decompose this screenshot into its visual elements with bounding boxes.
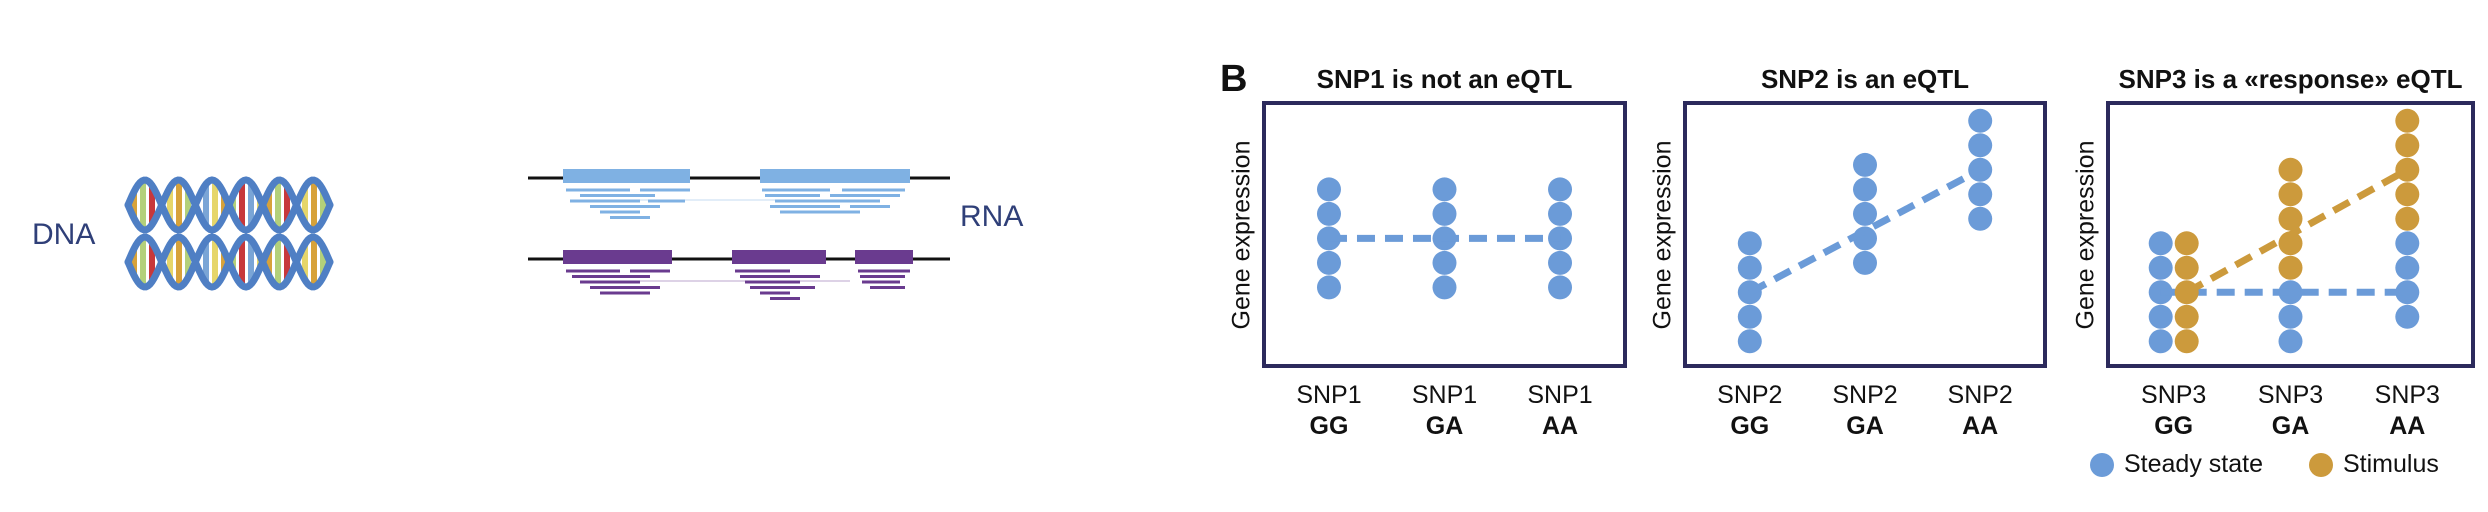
stimulus-point [2174, 255, 2199, 280]
x-tick-label: SNP3 AA [2374, 381, 2440, 440]
steady-point [2278, 304, 2303, 329]
steady-point [1853, 201, 1877, 226]
steady-trend-line [1748, 166, 1982, 296]
rna-transcript-bottom [528, 250, 950, 300]
steady-point [1316, 275, 1341, 300]
x-tick-label: SNP1 AA [1527, 381, 1593, 440]
stimulus-point [2174, 329, 2199, 354]
legend-stimulus-swatch [2308, 452, 2333, 477]
stimulus-point [2395, 133, 2420, 158]
steady-point [1548, 250, 1573, 275]
steady-point [1548, 201, 1573, 226]
steady-point [1737, 304, 1762, 329]
steady-point [1316, 201, 1341, 226]
steady-point [2395, 304, 2420, 329]
y-axis-label: Gene expression [1648, 140, 1677, 330]
steady-point [1737, 231, 1762, 256]
steady-point [1968, 182, 1993, 207]
rna-label: RNA [960, 200, 1024, 233]
dna-helix-2 [124, 233, 334, 291]
steady-point [2395, 231, 2420, 256]
stimulus-point [2395, 206, 2420, 231]
chart-title: SNP2 is an eQTL [1760, 64, 1970, 94]
steady-point [1968, 206, 1993, 231]
steady-point [2148, 255, 2173, 280]
steady-point [2148, 304, 2173, 329]
y-axis-label: Gene expression [2071, 140, 2100, 330]
steady-point [2148, 329, 2173, 354]
legend-steady-swatch [2090, 452, 2114, 477]
exon-block [563, 169, 690, 183]
exon-block [760, 169, 910, 183]
legend: Steady state Stimulus [2090, 450, 2439, 479]
stimulus-point [2278, 182, 2303, 207]
steady-point [1432, 177, 1457, 202]
steady-point [1432, 250, 1457, 275]
y-axis-label: Gene expression [1227, 140, 1256, 330]
legend-stimulus-label: Stimulus [2342, 450, 2439, 478]
steady-point [1316, 250, 1341, 275]
x-tick-label: SNP1 GA [1411, 381, 1478, 440]
chart-title: SNP3 is a «response» eQTL [2118, 64, 2463, 94]
stimulus-point [2174, 304, 2199, 329]
steady-point [1432, 275, 1457, 300]
steady-point [1737, 329, 1762, 354]
steady-point [2278, 329, 2303, 354]
x-tick-label: SNP2 GG [1717, 381, 1783, 440]
steady-point [2395, 255, 2420, 280]
steady-point [1853, 250, 1877, 275]
steady-point [1853, 177, 1877, 202]
steady-point [1432, 201, 1457, 226]
steady-point [1548, 275, 1573, 300]
x-tick-label: SNP2 AA [1947, 381, 2013, 440]
plot-frame [1262, 101, 1627, 368]
steady-point [1316, 177, 1341, 202]
exon-block [855, 250, 913, 264]
dna-helix-1 [124, 176, 334, 234]
x-tick-label: SNP3 GG [2141, 381, 2207, 440]
steady-point [1737, 255, 1762, 280]
x-tick-label: SNP1 GG [1296, 381, 1362, 440]
steady-point [1548, 177, 1573, 202]
steady-point [2395, 280, 2420, 305]
chart-panel-2 [1683, 101, 2047, 368]
stimulus-point [2278, 206, 2303, 231]
stimulus-point [2395, 182, 2420, 207]
steady-point [1853, 152, 1877, 177]
panel-label: B [1220, 58, 1248, 100]
x-tick-label: SNP2 GA [1832, 381, 1898, 440]
legend-steady-label: Steady state [2124, 450, 2263, 478]
exon-block [563, 250, 672, 264]
chart-panel-3 [2106, 101, 2475, 368]
stimulus-point [2395, 157, 2420, 182]
plot-frame [1683, 101, 2047, 368]
stimulus-point [2278, 157, 2303, 182]
exon-block [732, 250, 826, 264]
rna-transcript-top [528, 169, 950, 219]
stimulus-point [2395, 108, 2420, 133]
plot-frame [2106, 101, 2475, 368]
steady-point [2148, 231, 2173, 256]
chart-title: SNP1 is not an eQTL [1316, 64, 1573, 94]
x-tick-label: SNP3 GA [2257, 381, 2324, 440]
steady-point [1968, 108, 1993, 133]
chart-panel-1 [1262, 101, 1627, 368]
stimulus-point [2278, 255, 2303, 280]
dna-strand [124, 233, 334, 291]
dna-strand [124, 176, 334, 234]
dna-label: DNA [32, 218, 96, 251]
stimulus-trend-line [2185, 166, 2409, 296]
steady-point [1968, 133, 1993, 158]
stimulus-point [2174, 231, 2199, 256]
